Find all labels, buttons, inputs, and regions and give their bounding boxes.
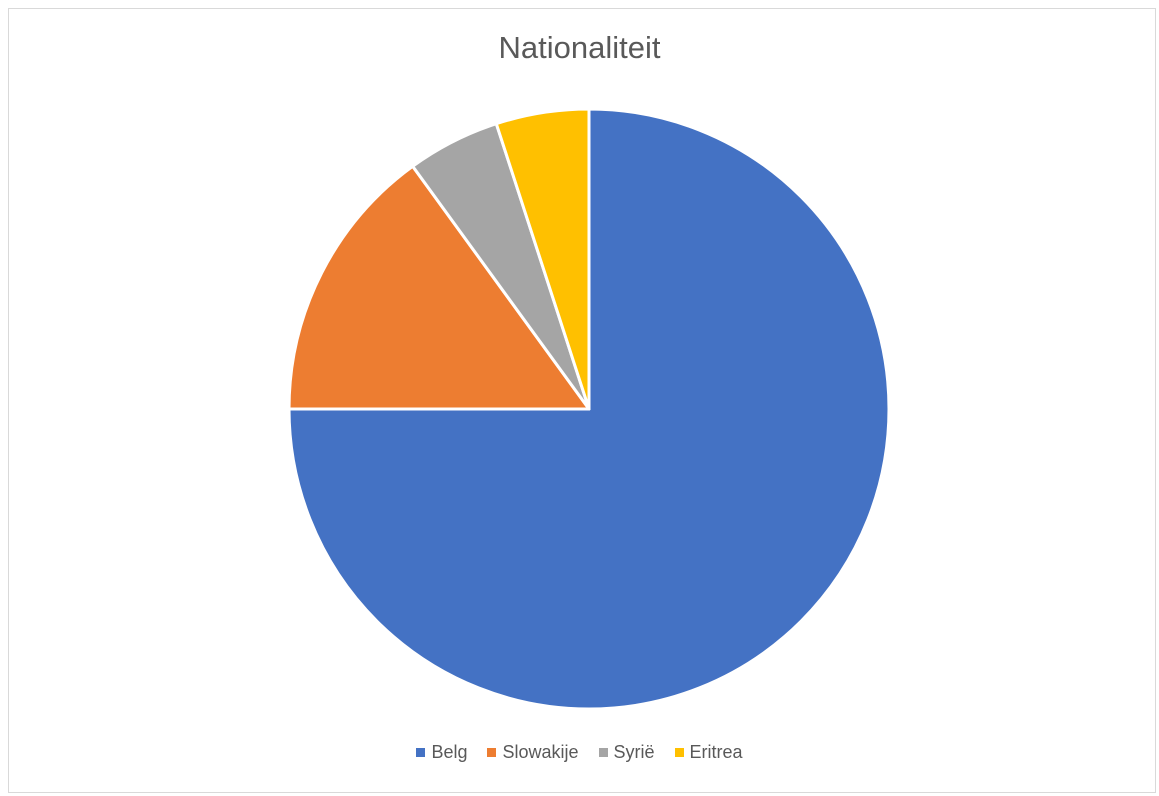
legend-item: Eritrea xyxy=(674,742,743,763)
legend-label: Belg xyxy=(431,742,468,762)
legend-item: Belg xyxy=(416,742,467,763)
legend-item: Slowakije xyxy=(487,742,579,763)
pie-slice-slowakije xyxy=(287,164,591,411)
legend-swatch xyxy=(487,748,497,757)
legend-swatch xyxy=(674,748,684,757)
pie-slice-belg xyxy=(287,107,891,711)
chart-title: Nationaliteit xyxy=(498,30,661,65)
legend-label: Slowakije xyxy=(502,742,579,762)
legend-swatch xyxy=(598,748,608,757)
legend-label: Syrië xyxy=(613,742,655,762)
legend-label: Eritrea xyxy=(689,742,743,762)
pie-slice-eritrea xyxy=(494,107,591,411)
legend: Belg Slowakije Syrië Eritrea xyxy=(0,742,1159,763)
legend-swatch xyxy=(416,748,426,757)
legend-item: Syrië xyxy=(598,742,655,763)
